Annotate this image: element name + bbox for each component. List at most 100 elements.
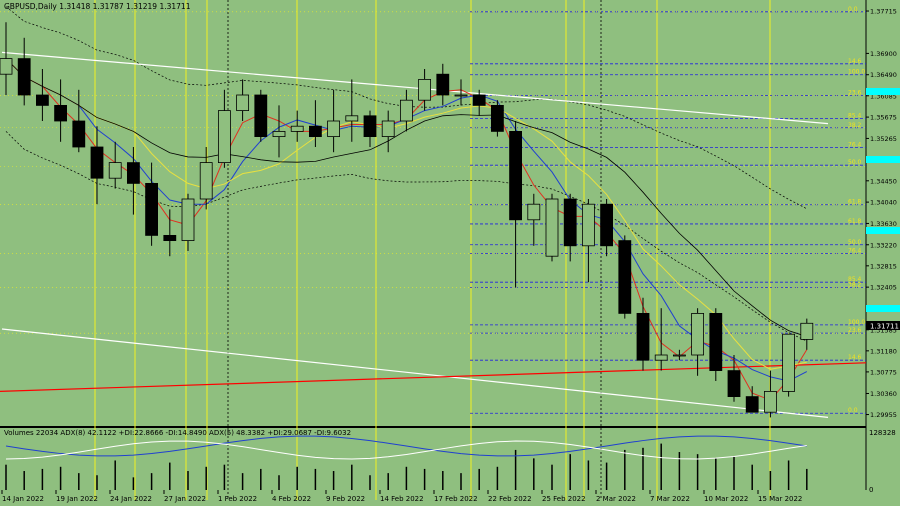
- y-tick-label: 1.35265: [870, 135, 897, 143]
- candle-body: [345, 115, 359, 122]
- candle-body: [54, 105, 67, 122]
- fib-level-label: 76.4: [848, 248, 862, 255]
- candle-body: [399, 99, 413, 122]
- y-tick-label: 1.36085: [870, 92, 897, 100]
- right-axis-bg: [866, 0, 900, 506]
- candle-body: [127, 162, 140, 184]
- candle-body: [363, 115, 377, 138]
- y-tick-label: 1.30360: [870, 390, 897, 398]
- fib-level-label: 76.4: [848, 142, 862, 149]
- candle-body: [381, 120, 395, 138]
- y-tick-label: 1.34450: [870, 177, 897, 185]
- x-tick-label: 15 Mar 2022: [758, 495, 802, 503]
- fib-level-label: 0.0: [848, 407, 858, 414]
- candle-body: [36, 94, 49, 106]
- candle-body: [654, 354, 668, 361]
- candle-body: [782, 333, 795, 392]
- candle-body: [72, 120, 86, 148]
- current-price-marker: 1.31711: [866, 321, 900, 331]
- fib-level-label: 38.2: [848, 281, 862, 288]
- candle-body: [673, 354, 686, 357]
- fib-level-label: 23.6: [848, 90, 862, 97]
- x-tick-label: 10 Mar 2022: [704, 495, 748, 503]
- candle-body: [0, 58, 13, 75]
- x-tick-label: 14 Jan 2022: [2, 495, 44, 503]
- candle-body: [163, 234, 177, 241]
- lower-trendline: [1, 328, 829, 418]
- x-tick-label: 1 Feb 2022: [218, 495, 257, 503]
- candle-body: [582, 203, 595, 247]
- candle-body: [563, 198, 577, 247]
- fib-level-label: 100.0: [848, 69, 865, 76]
- x-tick-label: 14 Feb 2022: [380, 495, 424, 503]
- y-tick-label: 1.34040: [870, 199, 897, 207]
- candle-body: [490, 105, 504, 132]
- y-tick-label: 1.32815: [870, 262, 897, 270]
- x-tick-label: 25 Feb 2022: [542, 495, 586, 503]
- candle-body: [290, 125, 304, 132]
- fib-level-label: 85.4: [848, 276, 862, 283]
- adx-white-line: [5, 440, 807, 460]
- candle-body: [636, 312, 650, 361]
- candle-body: [327, 120, 341, 138]
- y-tick-label: 1.35675: [870, 114, 897, 122]
- y-tick-label: 1.32405: [870, 284, 897, 292]
- fib-level-label: 100.0: [848, 319, 865, 326]
- candle-body: [600, 203, 613, 247]
- x-tick-label: 4 Feb 2022: [272, 495, 311, 503]
- candle-body: [90, 146, 104, 179]
- candle-body: [272, 130, 286, 137]
- candle-body: [454, 94, 468, 97]
- cyan-price-marker: [866, 156, 900, 163]
- candle-body: [418, 79, 432, 101]
- candle-body: [17, 58, 31, 96]
- candle-body: [727, 370, 741, 398]
- current-price-label: 1.31711: [870, 323, 899, 331]
- fib-level-label: 38.2: [848, 122, 862, 129]
- candle-body: [236, 94, 250, 111]
- candle-body: [545, 198, 559, 257]
- fib-level-label: 50.0: [848, 239, 862, 246]
- candle-body: [509, 130, 523, 221]
- x-tick-label: 17 Feb 2022: [434, 495, 478, 503]
- y-tick-label: 1.33630: [870, 220, 897, 228]
- y-tick-label: 1.36900: [870, 50, 897, 58]
- fib-level-label: 14.6: [848, 354, 862, 361]
- candle-body: [745, 396, 759, 413]
- y-tick-label: 1.29955: [870, 411, 897, 419]
- fib-level-label: 50.0: [848, 159, 862, 166]
- candle-body: [199, 162, 213, 200]
- x-tick-label: 9 Feb 2022: [326, 495, 365, 503]
- x-tick-label: 24 Jan 2022: [110, 495, 152, 503]
- lower-band-line: [5, 131, 807, 342]
- upper-trendline: [1, 51, 829, 125]
- x-tick-label: 27 Jan 2022: [164, 495, 206, 503]
- x-tick-label: 7 Mar 2022: [650, 495, 690, 503]
- cyan-price-marker: [866, 305, 900, 312]
- y-tick-label: 1.33220: [870, 241, 897, 249]
- candle-body: [108, 162, 122, 179]
- candle-body: [527, 203, 541, 221]
- fib-level-label: 14.6: [848, 58, 862, 65]
- adx-blue-line: [5, 435, 807, 457]
- candle-body: [436, 73, 450, 96]
- fib-level-label: 85.4: [848, 112, 862, 119]
- cyan-price-marker: [866, 227, 900, 234]
- fib-level-label: 23.6: [848, 327, 862, 334]
- fib-level-label: 61.8: [848, 199, 862, 206]
- x-tick-label: 22 Feb 2022: [488, 495, 532, 503]
- candle-body: [472, 94, 486, 106]
- volume-max-label: 128328: [869, 429, 896, 437]
- cyan-price-marker: [866, 88, 900, 95]
- candle-body: [145, 182, 159, 236]
- y-tick-label: 1.31585: [870, 326, 897, 334]
- candle-body: [764, 390, 777, 413]
- x-tick-label: 19 Jan 2022: [56, 495, 98, 503]
- candle-body: [181, 198, 195, 241]
- chart-title: GBPUSD,Daily 1.31418 1.31787 1.31219 1.3…: [4, 2, 191, 11]
- candle-body: [618, 240, 632, 314]
- candle-body: [217, 110, 231, 163]
- volume-min-label: 0: [869, 486, 873, 494]
